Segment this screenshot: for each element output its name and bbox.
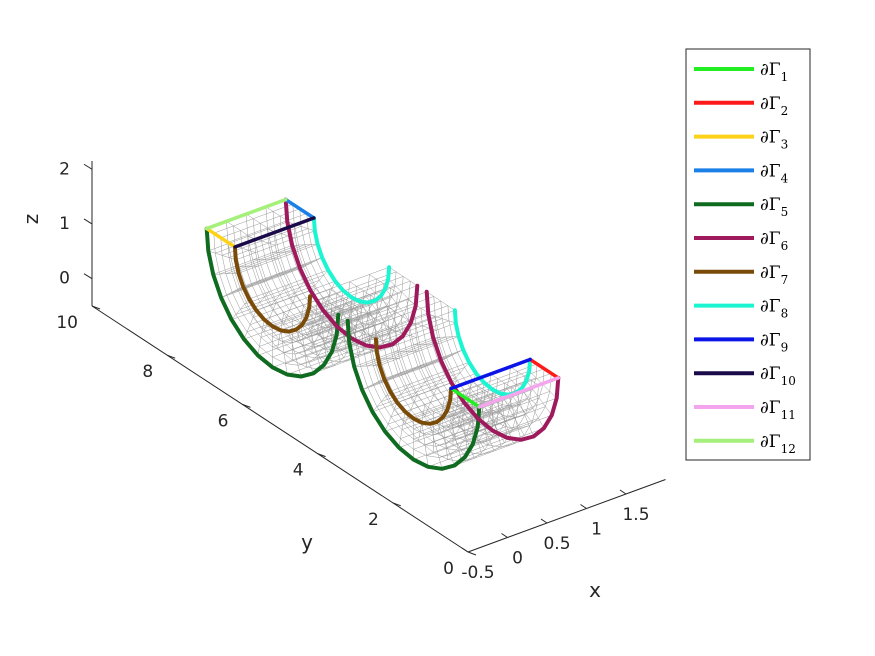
boundary-curve-1 xyxy=(449,386,482,409)
boundary-curve-7 xyxy=(232,245,313,334)
y-tick-label: 0 xyxy=(443,559,454,579)
x-tick-mark xyxy=(461,547,469,553)
mesh-line xyxy=(374,318,493,451)
boundary-curve-11 xyxy=(477,376,561,409)
y-tick-label: 2 xyxy=(368,510,379,530)
y-tick-mark xyxy=(467,551,477,556)
mesh-line xyxy=(447,305,538,407)
mesh-line xyxy=(433,296,552,429)
mesh-line xyxy=(267,227,357,329)
mesh-line xyxy=(354,325,473,458)
mesh-line xyxy=(329,288,359,308)
boundary-curves xyxy=(204,197,561,471)
mesh-line xyxy=(386,306,520,455)
boundary-curve-9 xyxy=(449,357,532,391)
mesh-line xyxy=(490,373,519,393)
y-tick-mark xyxy=(392,502,401,507)
legend: ∂Γ1∂Γ2∂Γ3∂Γ4∂Γ5∂Γ6∂Γ7∂Γ8∂Γ9∂Γ10∂Γ11∂Γ12 xyxy=(685,48,811,461)
y-axis-label: y xyxy=(301,530,313,554)
z-axis-label: z xyxy=(19,214,43,225)
y-tick-mark xyxy=(317,453,326,458)
boundary-curve-8 xyxy=(311,216,392,305)
x-tick-mark xyxy=(619,489,627,495)
mesh-line xyxy=(213,233,332,366)
boundary-curve-2 xyxy=(528,357,561,380)
mesh-line xyxy=(413,303,532,437)
mesh-line xyxy=(245,214,379,363)
mesh-line xyxy=(253,218,372,352)
boundary-curve-4 xyxy=(283,197,316,220)
boundary-curve-5 xyxy=(345,318,482,471)
mesh-line xyxy=(368,334,459,436)
mesh-line xyxy=(299,208,404,326)
z-tick-mark xyxy=(83,163,93,170)
mesh-line xyxy=(406,298,436,318)
y-tick-label: 4 xyxy=(293,461,304,481)
y-tick-label: 8 xyxy=(142,362,153,382)
mesh-line xyxy=(220,237,325,355)
boundary-curve-8 xyxy=(452,308,533,397)
mesh-line xyxy=(361,329,466,447)
y-axis-line xyxy=(91,305,469,553)
mesh-line xyxy=(367,313,500,462)
y-tick-mark xyxy=(242,403,251,408)
mesh-line xyxy=(233,225,352,359)
x-tick-mark xyxy=(580,504,587,509)
y-tick-mark xyxy=(91,305,101,310)
x-tick-label: 1 xyxy=(591,520,602,540)
x-tick-label: -0.5 xyxy=(461,563,494,583)
mesh-line xyxy=(401,315,505,433)
mesh-line xyxy=(394,310,513,444)
boundary-curve-5 xyxy=(204,226,341,379)
x-tick-mark xyxy=(540,518,548,524)
mesh-line xyxy=(272,211,391,344)
x-axis-label: x xyxy=(589,578,601,602)
mesh-line xyxy=(279,215,384,333)
x-tick-label: 1.5 xyxy=(622,505,649,525)
x-axis-line xyxy=(467,479,666,553)
boundary-curve-3 xyxy=(204,226,237,249)
mesh-line xyxy=(440,300,545,418)
mesh-line xyxy=(427,312,518,414)
y-tick-label: 6 xyxy=(218,411,229,431)
legend-box xyxy=(685,48,811,461)
mesh-line xyxy=(434,317,511,403)
mesh-line xyxy=(369,274,398,294)
z-tick-label: 1 xyxy=(59,214,70,234)
mesh-line xyxy=(246,213,275,233)
mesh-line xyxy=(274,232,350,318)
mesh-line xyxy=(408,320,498,421)
z-tick-mark xyxy=(83,273,93,280)
mesh-line xyxy=(306,213,397,315)
boundary-curve-12 xyxy=(204,197,288,231)
mesh-line xyxy=(293,225,370,311)
mesh-line xyxy=(286,220,377,322)
boundary-curve-10 xyxy=(233,216,316,249)
mesh-line xyxy=(420,308,525,425)
mesh-line xyxy=(367,313,396,333)
z-tick-label: 2 xyxy=(59,159,70,179)
x-tick-label: 0.5 xyxy=(543,534,570,554)
x-tick-mark xyxy=(501,533,508,538)
boundary-curve-6 xyxy=(424,289,561,442)
x-tick-label: 0 xyxy=(512,549,523,569)
y-tick-mark xyxy=(167,354,176,359)
mesh-line xyxy=(415,324,491,410)
mesh-line xyxy=(260,223,364,340)
z-tick-mark xyxy=(83,218,93,225)
z-tick-label: 0 xyxy=(59,269,70,289)
mesh-line xyxy=(227,242,318,344)
axes: 0 2 4 6 8 10 -0.5 0 0.5 1 1.5 0 1 2 x y z xyxy=(19,159,666,602)
mesh-line xyxy=(292,204,411,337)
boundary-curve-7 xyxy=(373,337,454,426)
boundary-curve-6 xyxy=(283,197,420,350)
y-tick-label: 10 xyxy=(56,313,78,333)
